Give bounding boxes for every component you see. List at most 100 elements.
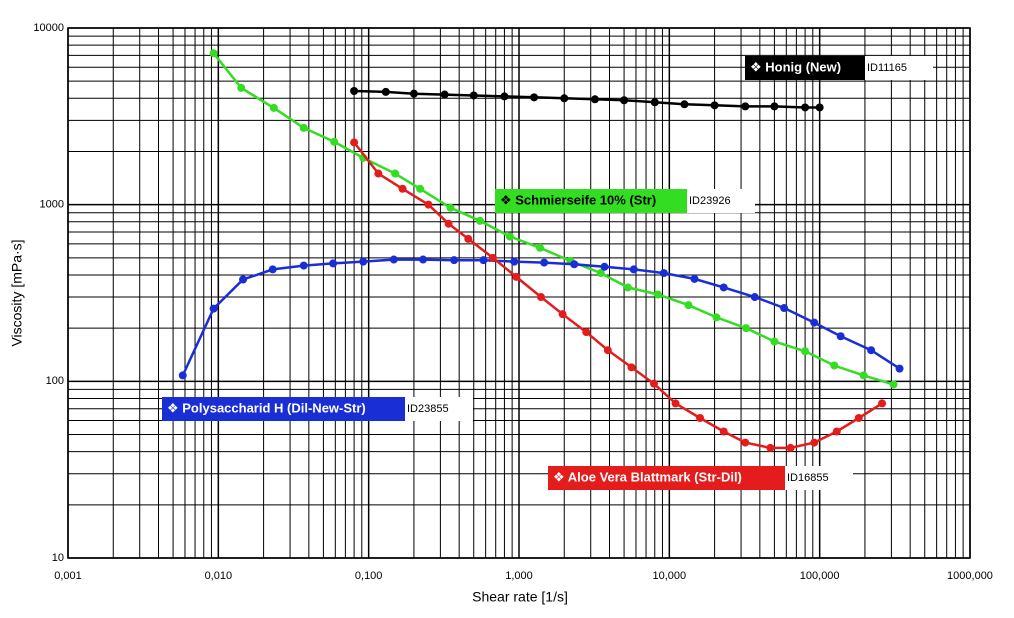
- data-point: [374, 169, 383, 178]
- series-line: [353, 141, 883, 450]
- data-point: [810, 438, 819, 447]
- data-point: [766, 443, 775, 452]
- data-point: [381, 87, 390, 96]
- legend-label: ❖ Honig (New): [750, 59, 841, 74]
- legend-label: ❖ Aloe Vera Blattmark (Str-Dil): [553, 469, 742, 484]
- data-point: [801, 347, 810, 356]
- data-point: [750, 293, 759, 302]
- data-point: [653, 290, 662, 299]
- data-point: [540, 258, 549, 267]
- data-point: [649, 379, 658, 388]
- x-tick-label: 10,000: [653, 570, 687, 582]
- legend-box: [548, 466, 785, 490]
- data-point: [596, 269, 605, 278]
- data-point: [741, 102, 750, 111]
- data-point: [770, 102, 779, 111]
- data-point: [446, 203, 455, 212]
- x-tick-label: 100,000: [800, 570, 840, 582]
- data-point: [299, 261, 308, 270]
- data-point: [389, 255, 398, 264]
- data-point: [603, 346, 612, 355]
- data-point: [570, 260, 579, 269]
- data-point: [719, 427, 728, 436]
- data-point: [269, 103, 278, 112]
- data-point: [419, 255, 428, 264]
- data-point: [810, 318, 819, 327]
- y-axis-title: Viscosity [mPa·s]: [9, 239, 25, 346]
- data-point: [650, 98, 659, 107]
- data-point: [488, 253, 497, 262]
- data-point: [696, 414, 705, 423]
- data-point: [671, 399, 680, 408]
- data-point: [582, 328, 591, 337]
- y-tick-label: 10000: [33, 22, 64, 34]
- data-point: [440, 90, 449, 99]
- data-point: [741, 438, 750, 447]
- legend-id: ID11165: [867, 62, 907, 74]
- legend-id: ID23926: [689, 195, 731, 207]
- data-point: [330, 137, 339, 146]
- data-point: [627, 363, 636, 372]
- data-point: [889, 380, 898, 389]
- data-point: [469, 91, 478, 100]
- data-point: [629, 265, 638, 274]
- data-point: [299, 123, 308, 132]
- data-point: [536, 243, 545, 252]
- data-point: [329, 259, 338, 268]
- data-point: [770, 337, 779, 346]
- x-axis-title: Shear rate [1/s]: [472, 589, 568, 605]
- y-tick-label: 100: [46, 375, 64, 387]
- y-tick-label: 1000: [40, 199, 64, 211]
- data-point: [359, 257, 368, 266]
- legend-box: [745, 56, 865, 80]
- data-point: [268, 265, 277, 274]
- data-point: [836, 332, 845, 341]
- data-point: [416, 184, 425, 193]
- data-point: [505, 232, 514, 241]
- data-point: [424, 200, 433, 209]
- data-point: [450, 256, 459, 265]
- data-point: [801, 103, 810, 112]
- data-point: [444, 219, 453, 228]
- data-point: [510, 257, 519, 266]
- data-point: [786, 443, 795, 452]
- data-point: [178, 371, 187, 380]
- data-point: [600, 262, 609, 271]
- data-point: [479, 256, 488, 265]
- data-point: [530, 93, 539, 102]
- x-tick-label: 1,000: [505, 570, 533, 582]
- data-point: [854, 414, 863, 423]
- data-point: [895, 364, 904, 373]
- data-point: [832, 427, 841, 436]
- data-point: [464, 234, 473, 243]
- legend-label: ❖ Polysaccharid H (Dil-New-Str): [167, 400, 366, 415]
- legend-label: ❖ Schmierseife 10% (Str): [500, 192, 656, 207]
- data-point: [659, 269, 668, 278]
- id-box: [685, 189, 755, 213]
- x-tick-label: 1000,000: [947, 570, 993, 582]
- data-point: [684, 301, 693, 310]
- data-point: [350, 86, 359, 95]
- series-line: [212, 52, 894, 386]
- data-point: [859, 371, 868, 380]
- legend-box: [162, 397, 405, 421]
- data-point: [590, 95, 599, 104]
- id-box: [783, 466, 853, 490]
- data-point: [209, 304, 218, 313]
- data-point: [878, 399, 887, 408]
- data-point: [560, 94, 569, 103]
- data-point: [690, 274, 699, 283]
- legend-id: ID16855: [787, 472, 829, 484]
- data-point: [712, 313, 721, 322]
- legend-id: ID23855: [407, 403, 449, 415]
- data-point: [742, 324, 751, 333]
- data-point: [710, 101, 719, 110]
- id-box: [403, 397, 473, 421]
- data-point: [536, 293, 545, 302]
- data-point: [209, 49, 218, 58]
- data-point: [558, 310, 567, 319]
- data-point: [409, 89, 418, 98]
- data-point: [867, 346, 876, 355]
